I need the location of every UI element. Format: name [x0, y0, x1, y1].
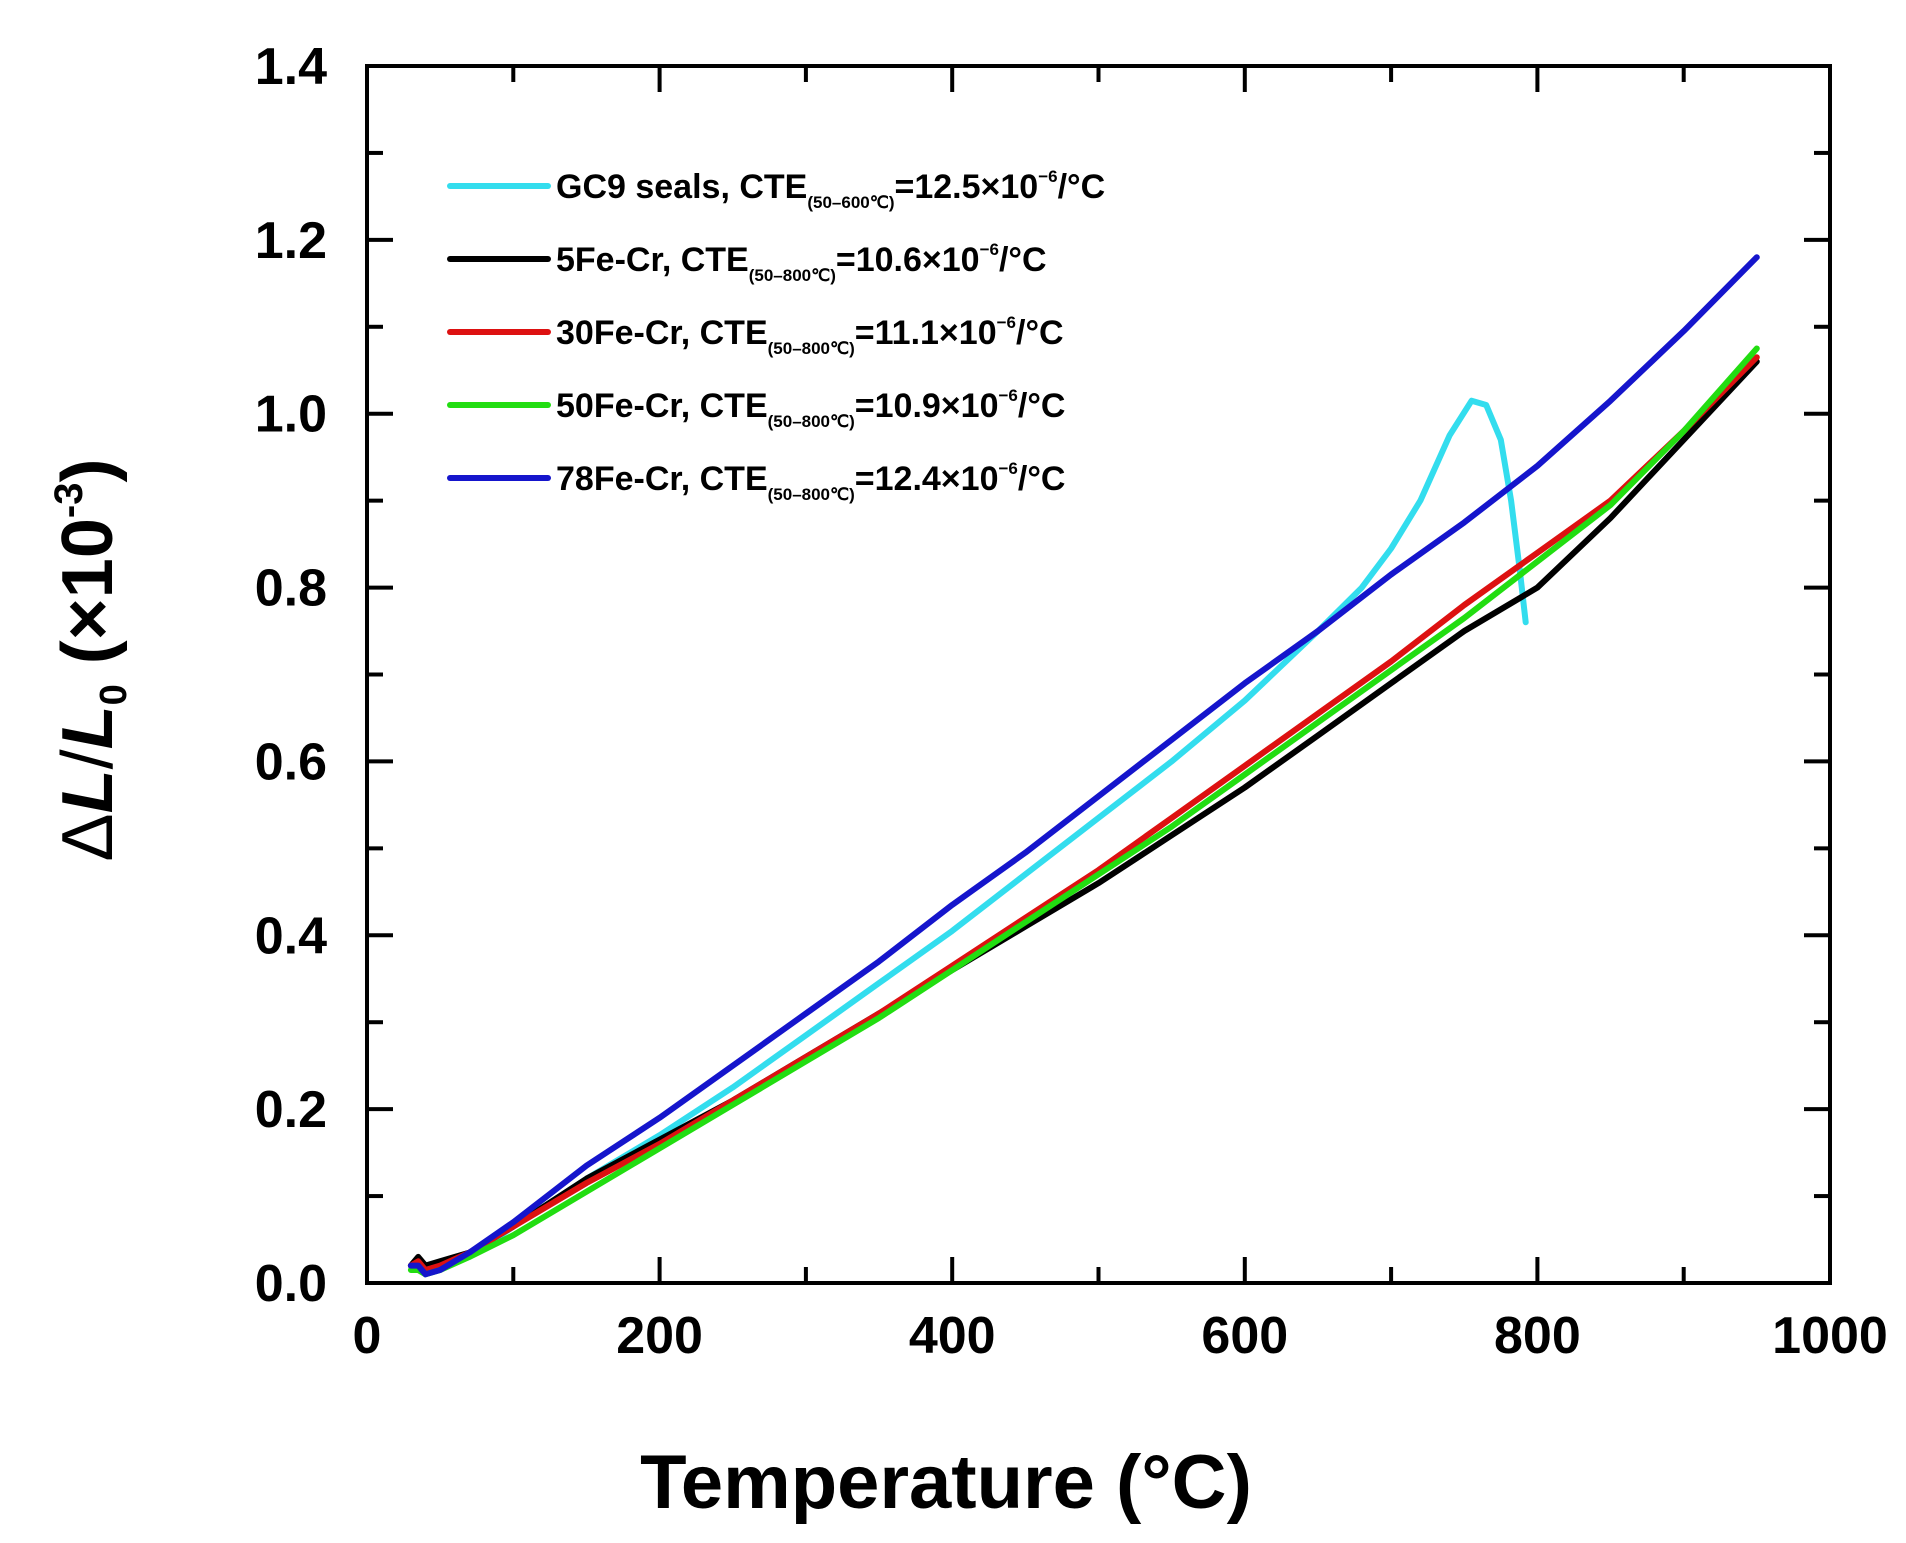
y-tick-label: 1.2 — [255, 212, 327, 270]
y-title-L0: L — [48, 705, 128, 749]
legend-exp-50fe-cr: −6 — [998, 386, 1017, 405]
y-axis-title: ΔL/L0 (×10-3) — [47, 459, 135, 862]
legend-entry-5fe-cr: 5Fe-Cr, CTE(50–800℃)=10.6×10−6/°C — [556, 240, 1047, 285]
legend-exp-30fe-cr: −6 — [997, 313, 1016, 332]
legend-value-30fe-cr: =11.1×10 — [855, 314, 997, 352]
legend-prefix-5fe-cr: 5Fe-Cr, CTE — [556, 241, 749, 279]
legend-exp-78fe-cr: −6 — [998, 459, 1017, 478]
y-title-unit-close: ) — [48, 459, 128, 483]
x-tick-label: 400 — [909, 1307, 996, 1365]
legend-value-5fe-cr: =10.6×10 — [836, 241, 980, 279]
x-tick-label: 200 — [616, 1307, 703, 1365]
legend-entry-30fe-cr: 30Fe-Cr, CTE(50–800℃)=11.1×10−6/°C — [556, 313, 1064, 358]
y-title-exp: -3 — [47, 483, 91, 519]
series-line-gc9-seals — [407, 397, 1529, 1278]
legend-prefix-gc9-seals: GC9 seals, CTE — [556, 168, 807, 206]
legend-value-50fe-cr: =10.9×10 — [855, 387, 999, 425]
x-axis-title: Temperature (°C) — [640, 1440, 1252, 1525]
legend-sub-gc9-seals: (50–600℃) — [807, 193, 894, 212]
legend-sub-5fe-cr: (50–800℃) — [749, 266, 836, 285]
y-tick-label: 0.8 — [255, 560, 327, 618]
x-tick-label: 0 — [353, 1307, 382, 1365]
legend-entry-gc9-seals: GC9 seals, CTE(50–600℃)=12.5×10−6/°C — [556, 167, 1105, 212]
y-title-L: L — [48, 769, 128, 813]
legend-value-gc9-seals: =12.5×10 — [895, 168, 1039, 206]
series-layer — [407, 254, 1760, 1278]
x-tick-label: 800 — [1494, 1307, 1581, 1365]
y-title-delta: Δ — [48, 813, 128, 861]
legend-unit-50fe-cr: /°C — [1018, 387, 1066, 425]
legend-unit-5fe-cr: /°C — [999, 241, 1047, 279]
y-tick-label: 0.2 — [255, 1081, 327, 1139]
legend-entry-50fe-cr: 50Fe-Cr, CTE(50–800℃)=10.9×10−6/°C — [556, 386, 1065, 431]
series-line-78fe-cr — [407, 254, 1760, 1278]
x-tick-label: 600 — [1201, 1307, 1288, 1365]
y-tick-label: 1.0 — [255, 386, 327, 444]
y-title-slash: / — [48, 749, 128, 769]
legend-prefix-50fe-cr: 50Fe-Cr, CTE — [556, 387, 768, 425]
y-tick-label: 1.4 — [255, 38, 327, 96]
legend-unit-78fe-cr: /°C — [1018, 460, 1066, 498]
legend-unit-gc9-seals: /°C — [1058, 168, 1106, 206]
y-tick-label: 0.6 — [255, 733, 327, 791]
legend-unit-30fe-cr: /°C — [1016, 314, 1064, 352]
legend-value-78fe-cr: =12.4×10 — [855, 460, 999, 498]
legend-prefix-78fe-cr: 78Fe-Cr, CTE — [556, 460, 768, 498]
legend-prefix-30fe-cr: 30Fe-Cr, CTE — [556, 314, 768, 352]
y-title-sub0: 0 — [93, 684, 135, 705]
y-tick-label: 0.4 — [255, 907, 327, 965]
legend-sub-78fe-cr: (50–800℃) — [768, 485, 855, 504]
ticks-layer: 0 200 400 600 800 1000 0.0 0.2 0.4 0.6 0.8 1.0 1.2 1.… — [255, 38, 1888, 1365]
legend-sub-30fe-cr: (50–800℃) — [768, 339, 855, 358]
legend-sub-50fe-cr: (50–800℃) — [768, 412, 855, 431]
legend-entry-78fe-cr: 78Fe-Cr, CTE(50–800℃)=12.4×10−6/°C — [556, 459, 1065, 504]
legend: GC9 seals, CTE(50–600℃)=12.5×10−6/°C5Fe-… — [447, 167, 1105, 504]
legend-exp-gc9-seals: −6 — [1038, 167, 1057, 186]
y-tick-label: 0.0 — [255, 1255, 327, 1313]
y-title-unit-open: (×10 — [48, 518, 128, 684]
x-tick-label: 1000 — [1772, 1307, 1888, 1365]
legend-exp-5fe-cr: −6 — [980, 240, 999, 259]
